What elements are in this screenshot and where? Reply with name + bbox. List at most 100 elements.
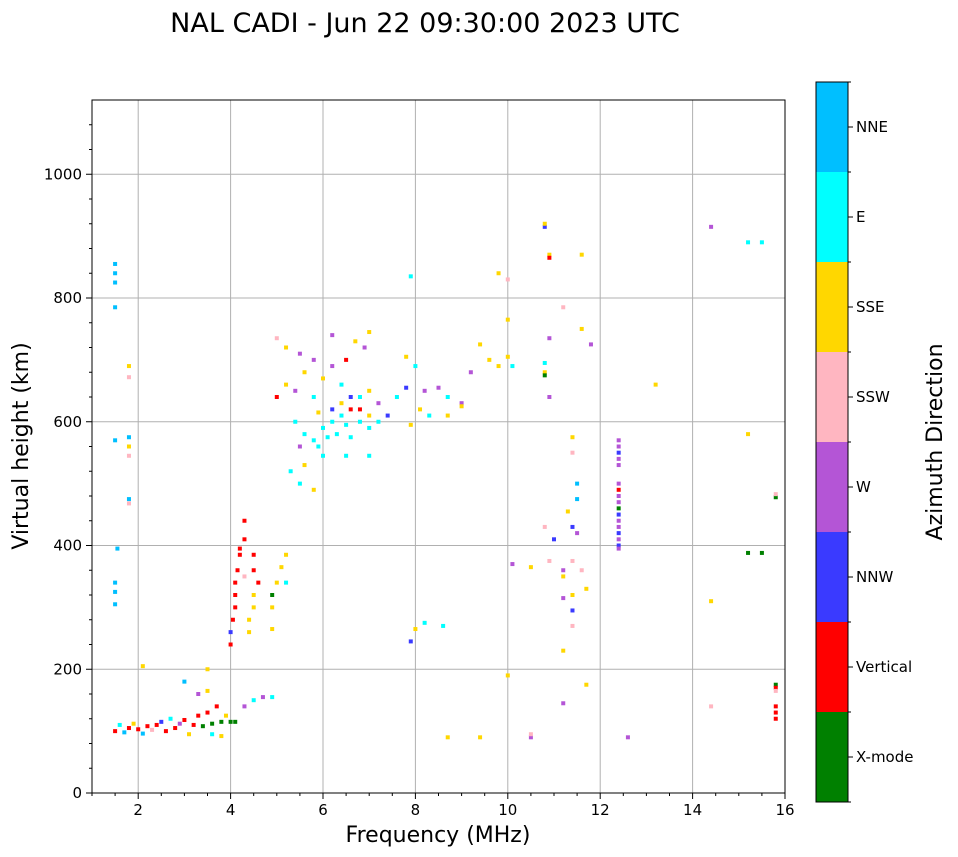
data-point — [235, 568, 240, 573]
data-point — [773, 685, 778, 690]
x-tick-label: 8 — [411, 801, 421, 819]
data-point — [404, 385, 409, 390]
data-point — [579, 568, 584, 573]
data-point — [126, 726, 131, 731]
data-point — [140, 731, 145, 736]
data-point — [542, 221, 547, 226]
data-point — [284, 552, 289, 557]
data-point — [528, 732, 533, 737]
data-point — [584, 586, 589, 591]
y-tick-label: 600 — [53, 413, 82, 431]
data-point — [542, 370, 547, 375]
data-point — [418, 407, 423, 412]
data-point — [547, 336, 552, 341]
data-point — [616, 518, 621, 523]
data-point — [297, 481, 302, 486]
data-point — [547, 395, 552, 399]
data-point — [404, 354, 409, 359]
data-point — [376, 401, 381, 406]
data-point — [219, 719, 224, 724]
colorbar-segment — [816, 712, 848, 802]
data-point — [330, 364, 335, 369]
y-tick-label: 200 — [53, 660, 82, 678]
data-point — [653, 382, 658, 387]
data-point — [510, 364, 515, 369]
data-point — [427, 413, 432, 418]
data-point — [126, 444, 131, 449]
data-point — [113, 589, 118, 594]
data-point — [616, 438, 621, 443]
data-point — [284, 345, 289, 350]
data-point — [616, 456, 621, 461]
data-point — [579, 326, 584, 331]
data-point — [773, 492, 778, 497]
data-point — [311, 438, 316, 443]
colorbar-segment — [816, 622, 848, 712]
data-point — [113, 280, 118, 285]
data-point — [334, 432, 339, 437]
data-point — [113, 580, 118, 585]
data-point — [588, 342, 593, 347]
data-point — [616, 487, 621, 492]
colorbar-frame — [815, 81, 849, 803]
data-point — [187, 732, 192, 737]
data-point — [247, 617, 252, 622]
data-point — [413, 627, 418, 632]
data-point — [773, 495, 778, 500]
data-point — [228, 719, 233, 724]
data-point — [561, 701, 566, 706]
x-tick-label: 2 — [133, 801, 143, 819]
data-point — [122, 730, 127, 735]
data-point — [182, 679, 187, 684]
data-point — [408, 639, 413, 644]
colorbar-segment — [816, 82, 848, 172]
data-point — [367, 330, 372, 335]
data-point — [773, 688, 778, 693]
data-point — [561, 568, 566, 573]
data-point — [552, 537, 556, 542]
data-point — [367, 388, 372, 393]
colorbar-tick-label: SSE — [856, 298, 885, 316]
data-point — [205, 688, 210, 693]
grid-lines — [92, 100, 786, 794]
x-tick-label: 4 — [226, 801, 236, 819]
data-point — [468, 370, 473, 375]
data-point — [357, 419, 362, 424]
colorbar: X-mode Vertical NNW W SSW SSE E NNE — [815, 81, 913, 803]
data-point — [348, 407, 353, 412]
data-point — [575, 531, 580, 536]
data-point — [154, 722, 159, 727]
data-point — [168, 716, 173, 721]
data-point — [408, 422, 413, 427]
x-tick-label: 6 — [318, 801, 328, 819]
data-point — [459, 401, 464, 406]
data-point — [542, 524, 547, 529]
colorbar-label: Azimuth Direction — [923, 343, 948, 540]
data-point — [357, 407, 362, 412]
data-point — [113, 305, 118, 310]
data-point — [302, 370, 307, 375]
data-point — [709, 704, 714, 709]
data-point — [330, 419, 335, 424]
data-point — [348, 395, 353, 399]
data-point — [505, 277, 510, 282]
data-point — [274, 580, 279, 585]
x-tick-label: 12 — [591, 801, 610, 819]
data-point — [230, 617, 235, 622]
data-point — [284, 382, 289, 387]
colorbar-tick-label: NNE — [856, 118, 888, 136]
data-point — [746, 432, 751, 437]
data-point — [297, 444, 302, 449]
data-point — [339, 382, 344, 387]
colorbar-segment — [816, 352, 848, 442]
colorbar-segment — [816, 172, 848, 262]
data-point — [570, 435, 575, 440]
data-point — [177, 721, 182, 726]
data-point — [561, 596, 566, 601]
data-point — [394, 395, 399, 399]
data-point — [616, 450, 621, 455]
data-point — [413, 364, 418, 369]
data-point — [445, 413, 450, 418]
data-point — [496, 364, 501, 369]
y-axis-label: Virtual height (km) — [9, 342, 34, 549]
